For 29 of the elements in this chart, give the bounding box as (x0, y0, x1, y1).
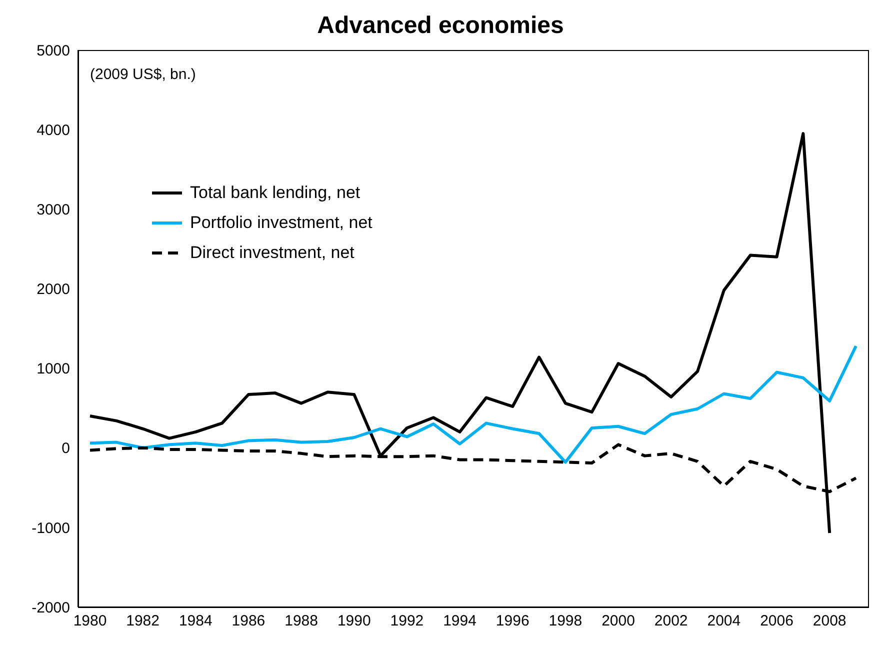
y-tick-label: 4000 (36, 122, 70, 139)
y-tick-label: 5000 (36, 42, 70, 60)
chart-title: Advanced economies (316, 12, 565, 40)
x-tick-label: 1980 (73, 612, 107, 630)
x-tick-label: 1984 (178, 612, 212, 630)
y-tick-label: -2000 (32, 599, 70, 616)
x-tick-label: 2004 (707, 612, 741, 630)
x-tick-label: 1986 (232, 612, 266, 630)
x-tick-label: 1982 (126, 612, 160, 630)
x-tick-label: 2006 (760, 612, 794, 630)
x-tick-label: 1998 (548, 612, 582, 630)
x-tick-label: 2002 (654, 612, 688, 630)
annotation: (2009 US$, bn.) (90, 66, 196, 83)
x-tick-label: 2008 (812, 612, 846, 630)
line-series (88, 344, 858, 464)
y-tick-label: 3000 (36, 201, 70, 218)
y-tick-label: 1000 (36, 360, 70, 378)
x-tick-label: 1992 (390, 612, 424, 630)
legend-label: Portfolio investment, net (190, 213, 372, 233)
x-tick-label: 1988 (284, 612, 318, 630)
legend-label: Total bank lending, net (190, 183, 360, 203)
x-tick-label: 1996 (496, 612, 530, 630)
x-tick-label: 2000 (602, 612, 635, 630)
y-tick-label: 0 (62, 440, 70, 458)
y-tick-label: 2000 (36, 281, 70, 298)
x-tick-label: 1994 (443, 612, 476, 630)
legend-label: Direct investment, net (190, 243, 354, 263)
x-tick-label: 1990 (337, 612, 371, 630)
y-tick-label: -1000 (32, 520, 70, 537)
